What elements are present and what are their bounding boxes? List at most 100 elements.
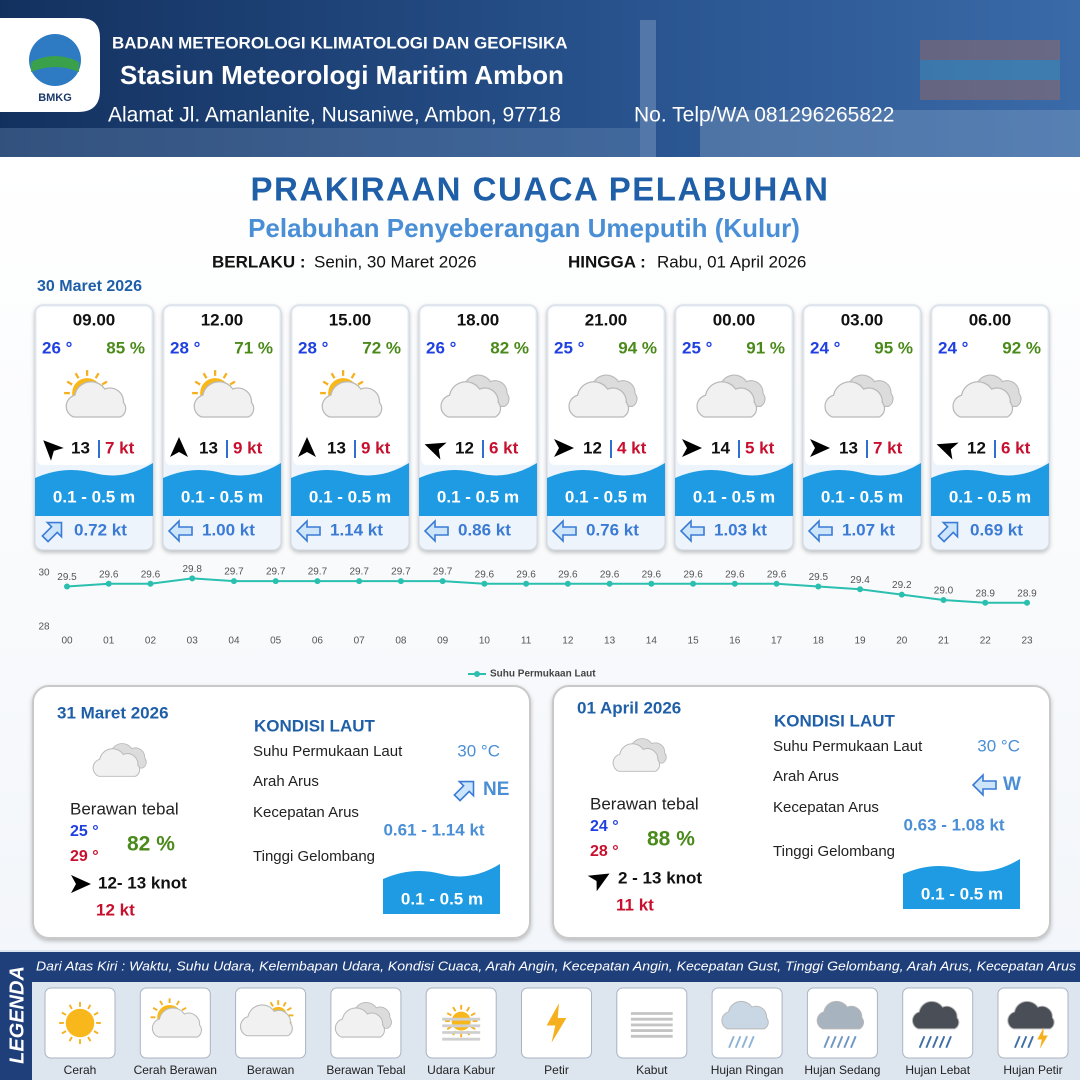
weather-icon (192, 370, 255, 418)
x-tick-label: 00 (61, 636, 73, 647)
sst-point (314, 578, 321, 585)
panel-date: 31 Maret 2026 (57, 703, 169, 722)
wave (931, 463, 1049, 516)
sst-point (356, 578, 363, 585)
sun-ray (452, 1006, 457, 1012)
legend-item: Hujan Ringan (711, 1063, 784, 1077)
valid-from: Senin, 30 Maret 2026 (314, 252, 477, 271)
rain (1020, 1035, 1028, 1049)
humidity: 71 % (234, 338, 273, 357)
sun-ray (222, 372, 228, 379)
header-band (0, 0, 1080, 157)
sst-value: 30 °C (457, 741, 500, 760)
weather-icon (612, 738, 667, 772)
wind-speed: 13 (71, 438, 90, 457)
weather-icon (150, 998, 202, 1038)
wave-height: 0.1 - 0.5 m (53, 487, 135, 506)
current-arrow (453, 780, 475, 802)
wind-speed: 12 (967, 438, 986, 457)
sun-ray (446, 1012, 452, 1017)
sun-ray (322, 380, 329, 386)
weather-icon (239, 1000, 294, 1037)
weather-icon (64, 370, 127, 418)
sun-ray (68, 1036, 73, 1042)
cloud (193, 381, 255, 418)
rain (748, 1035, 755, 1049)
time: 21.00 (585, 310, 628, 329)
current-arrow (551, 519, 577, 543)
humidity: 94 % (618, 338, 657, 357)
value-label: 29.7 (391, 567, 411, 578)
gust-speed: 9 kt (361, 438, 391, 457)
sun-ray (282, 1001, 287, 1007)
value-label: 29.6 (516, 569, 536, 580)
wave-label: Tinggi Gelombang (253, 848, 375, 865)
x-tick-label: 14 (646, 636, 658, 647)
sun (65, 1008, 95, 1038)
sun-ray (87, 1004, 92, 1010)
humidity: 82 % (127, 833, 175, 856)
value-label: 29.6 (642, 569, 662, 580)
legend-strip (0, 952, 32, 1080)
rain (1014, 1035, 1021, 1049)
sun-ray (466, 1006, 471, 1012)
wind-speed: 12 (455, 438, 474, 457)
bolt (1037, 1027, 1048, 1049)
wave-label: Tinggi Gelombang (773, 843, 895, 860)
value-label: 29.6 (558, 569, 578, 580)
wave (903, 859, 1020, 909)
sst-point (731, 580, 738, 587)
value-label: 29.7 (224, 567, 244, 578)
wave-height: 0.1 - 0.5 m (181, 487, 263, 506)
x-tick-label: 21 (938, 636, 950, 647)
cloud (612, 743, 661, 772)
weather-icon (440, 374, 510, 418)
phone: No. Telp/WA 081296265822 (634, 104, 894, 127)
weather-icon (1007, 1000, 1055, 1049)
wave (675, 463, 793, 516)
legend-description: Dari Atas Kiri : Waktu, Suhu Udara, Kele… (36, 958, 1077, 973)
legend-title: LEGENDA (6, 966, 28, 1064)
x-tick-label: 20 (896, 636, 908, 647)
cloud (92, 748, 141, 777)
sst-point (397, 578, 404, 585)
cloud (824, 381, 886, 418)
sst-point (982, 599, 989, 606)
cloud (321, 381, 383, 418)
sst-point (272, 578, 279, 585)
current-arrow (295, 519, 321, 543)
value-label: 29.7 (349, 567, 369, 578)
x-tick-label: 03 (187, 636, 199, 647)
sun-ray (175, 1000, 180, 1006)
wave-height: 0.1 - 0.5 m (309, 487, 391, 506)
direction-value: W (1003, 774, 1021, 795)
weather-icon (911, 1000, 960, 1049)
sun-ray (470, 1012, 476, 1017)
cloud (440, 381, 502, 418)
gust: 11 kt (616, 895, 654, 914)
sst-point (606, 580, 613, 587)
condition: Berawan tebal (590, 794, 699, 813)
sst-point (523, 580, 530, 587)
logo-text: BMKG (38, 92, 72, 104)
rain (734, 1035, 742, 1049)
bolt (546, 1003, 567, 1043)
x-tick-label: 17 (771, 636, 783, 647)
x-tick-label: 13 (604, 636, 616, 647)
sst-point (857, 586, 864, 593)
station-name: Stasiun Meteorologi Maritim Ambon (120, 60, 564, 90)
sst-point (105, 580, 112, 587)
legend-item: Cerah (64, 1063, 97, 1077)
time: 06.00 (969, 310, 1012, 329)
wave-height: 0.1 - 0.5 m (437, 487, 519, 506)
wind-arrow (682, 439, 702, 457)
value-label: 29.6 (99, 569, 119, 580)
temperature: 25 ° (682, 338, 713, 357)
time: 00.00 (713, 310, 756, 329)
sun-ray (66, 380, 73, 386)
cloud (721, 1000, 769, 1030)
wave (803, 463, 921, 516)
legend-banner (0, 952, 1080, 982)
wave-height: 0.1 - 0.5 m (693, 487, 775, 506)
wave-height: 0.1 - 0.5 m (949, 487, 1031, 506)
